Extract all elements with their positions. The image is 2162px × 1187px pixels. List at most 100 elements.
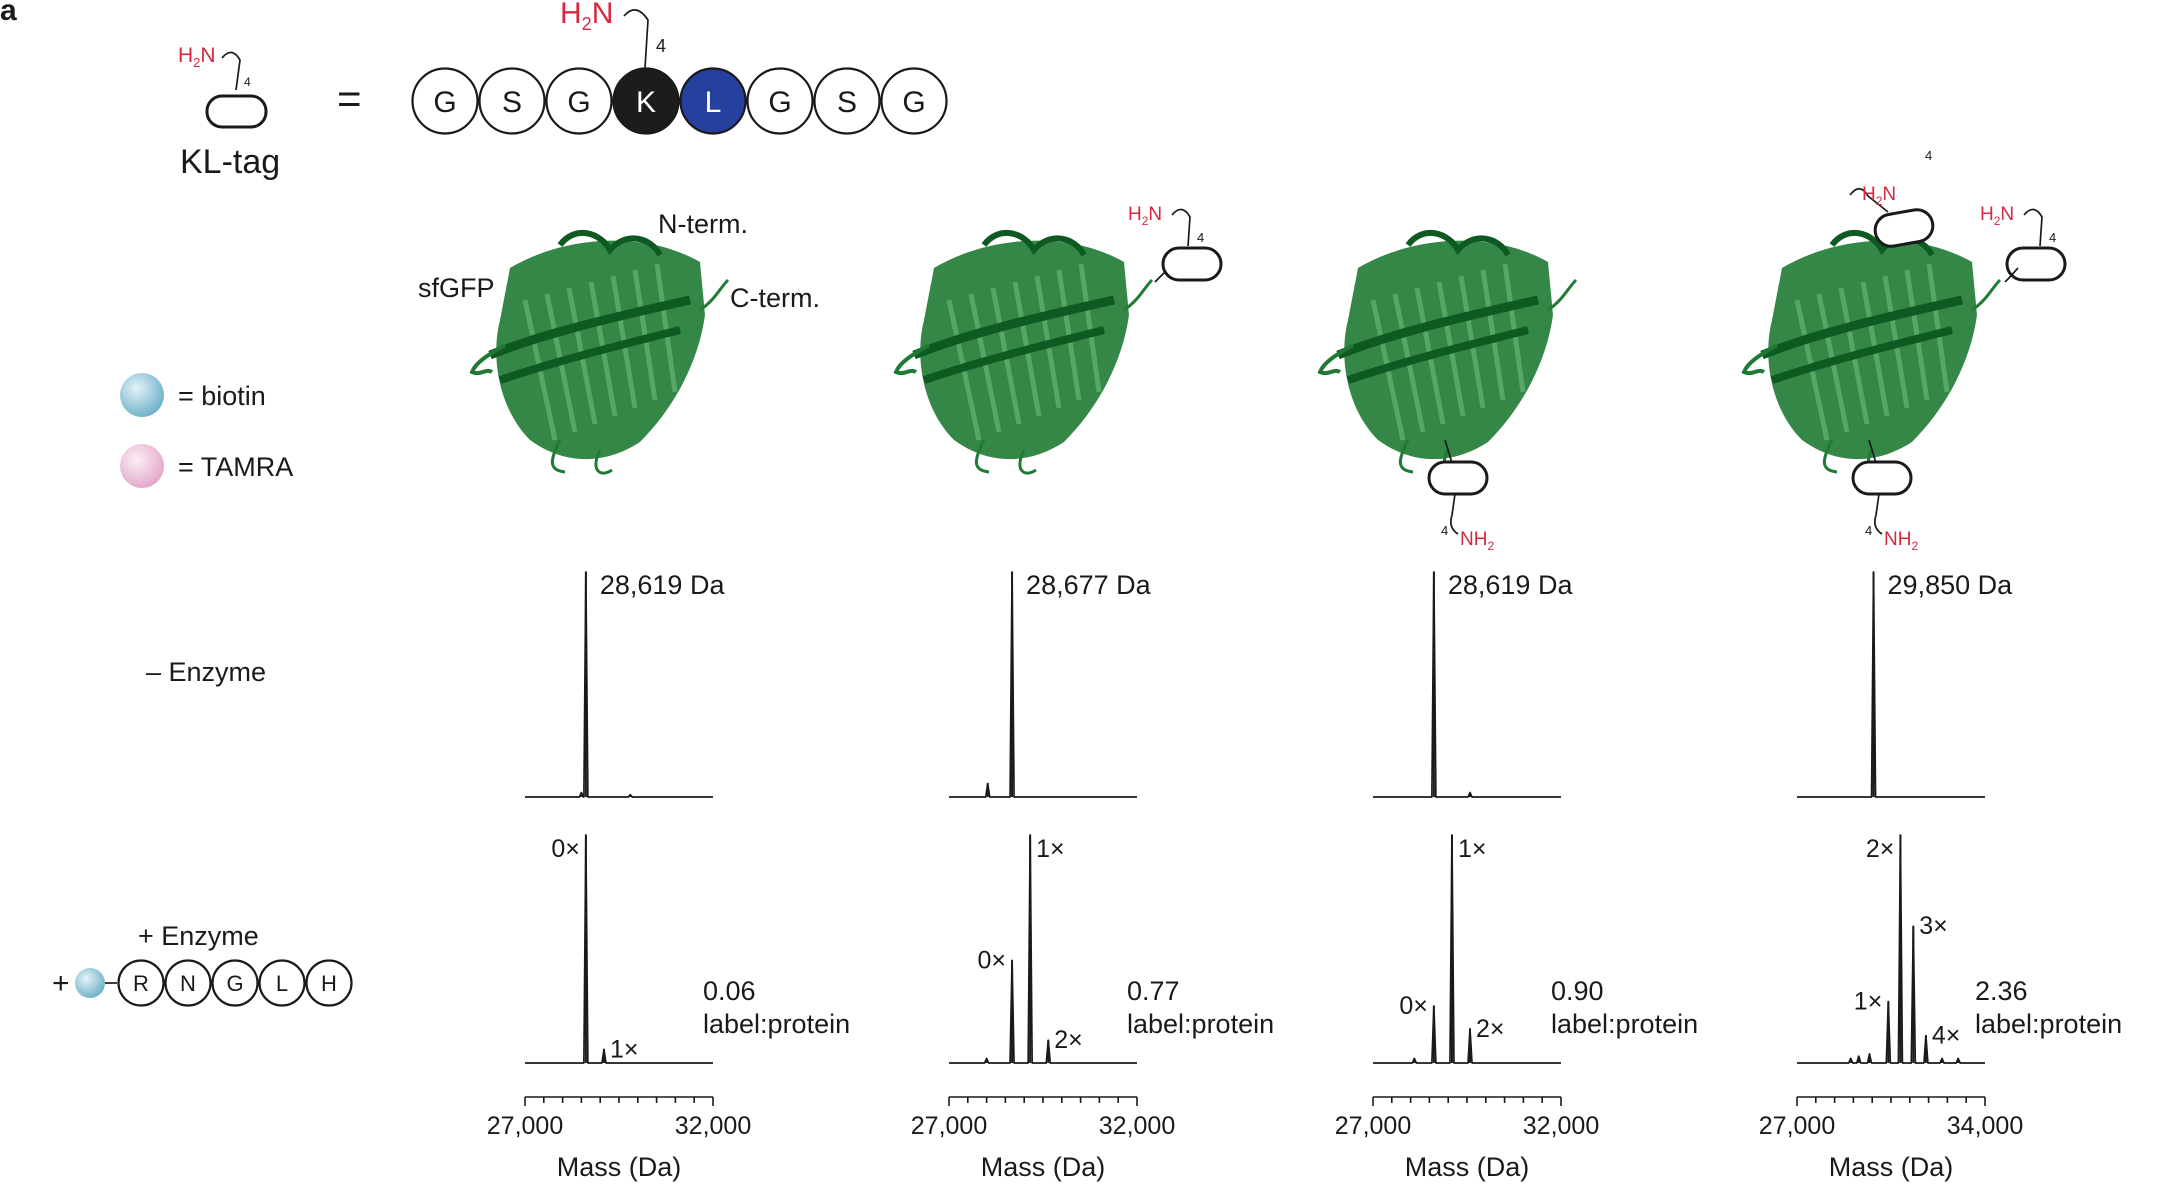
spectrum-panel-4: 29,850 Da bbox=[1797, 570, 2014, 798]
residue-g-6: G bbox=[746, 67, 814, 135]
biotin-label: = biotin bbox=[178, 381, 266, 411]
x-tick-label: 27,000 bbox=[487, 1112, 563, 1140]
panel-label: a bbox=[0, 0, 17, 27]
spectrum-trace bbox=[525, 834, 713, 1064]
kl-tag-icon bbox=[2005, 246, 2067, 282]
label-ratio-unit: label:protein bbox=[1551, 1009, 1698, 1039]
sfgfp-structure-4 bbox=[1741, 229, 2002, 475]
spectrum-trace bbox=[949, 571, 1137, 798]
substrate-residue-r: R bbox=[117, 959, 165, 1007]
residue-g-1: G bbox=[411, 67, 479, 135]
residue-g-8: G bbox=[880, 67, 948, 135]
peak-label: 3× bbox=[1919, 912, 1948, 940]
plus-sign: + bbox=[52, 967, 70, 1000]
substrate-letter: L bbox=[276, 971, 288, 996]
mass-spectra: 28,619 Da 28,677 Da 28,619 Da 29,850 Da 0× 1×… bbox=[487, 570, 2122, 1182]
chain-subscript: 4 bbox=[1925, 148, 1932, 163]
x-tick-label: 27,000 bbox=[1759, 1112, 1835, 1140]
label-ratio: 2.36 bbox=[1975, 976, 2028, 1006]
peak-label: 0× bbox=[551, 835, 580, 863]
x-tick-label: 32,000 bbox=[1523, 1112, 1599, 1140]
residue-k-4: K bbox=[612, 67, 680, 135]
peak-label: 1× bbox=[1458, 835, 1487, 863]
peak-label: 4× bbox=[1932, 1022, 1961, 1050]
mass-annotation: 28,619 Da bbox=[600, 570, 726, 600]
mass-annotation: 28,619 Da bbox=[1448, 570, 1574, 600]
spectrum-panel-1: 28,619 Da bbox=[525, 570, 726, 798]
label-ratio: 0.90 bbox=[1551, 976, 1604, 1006]
kl-tag-icon bbox=[1851, 460, 1913, 496]
substrate-letter: R bbox=[133, 971, 149, 996]
peak-label: 0× bbox=[1399, 992, 1428, 1020]
minus-enzyme-label: – Enzyme bbox=[146, 657, 266, 687]
substrate-residue-n: N bbox=[164, 959, 212, 1007]
spectrum-panel-2: 28,677 Da bbox=[949, 570, 1152, 798]
substrate-letter: N bbox=[180, 971, 196, 996]
chain-subscript: 4 bbox=[1441, 523, 1448, 538]
residue-letter: S bbox=[502, 86, 522, 119]
peak-label: 2× bbox=[1476, 1015, 1505, 1043]
peak-label: 2× bbox=[1054, 1026, 1083, 1054]
legend: = biotin = TAMRA bbox=[120, 373, 293, 488]
spectrum-trace bbox=[1373, 834, 1561, 1064]
kl-tag-icon bbox=[1161, 246, 1223, 282]
x-axis-label: Mass (Da) bbox=[1405, 1152, 1530, 1182]
residue-letter: G bbox=[768, 86, 791, 119]
n-term-label: N-term. bbox=[658, 209, 748, 239]
amine-label: NH2 bbox=[1884, 529, 1918, 553]
spectrum-trace bbox=[525, 571, 713, 798]
x-tick-label: 27,000 bbox=[1335, 1112, 1411, 1140]
label-ratio: 0.77 bbox=[1127, 976, 1180, 1006]
tamra-label: = TAMRA bbox=[178, 452, 293, 482]
lysine-amine-label: H2N bbox=[560, 0, 613, 34]
kl-tag-amine-label: H2N bbox=[178, 44, 216, 70]
amine-label: H2N bbox=[1862, 184, 1896, 208]
label-ratio-unit: label:protein bbox=[1975, 1009, 2122, 1039]
x-tick-label: 32,000 bbox=[1099, 1112, 1175, 1140]
x-tick-label: 34,000 bbox=[1947, 1112, 2023, 1140]
kl-tag-definition: H2N 4 KL-tag = G S G K L G S G H2N 4 bbox=[178, 0, 948, 181]
peak-label: 1× bbox=[1036, 835, 1065, 863]
residue-s-7: S bbox=[813, 67, 881, 135]
substrate-residue-g: G bbox=[211, 959, 259, 1007]
label-ratio-unit: label:protein bbox=[1127, 1009, 1274, 1039]
mass-annotation: 29,850 Da bbox=[1888, 570, 2014, 600]
svg-text:4: 4 bbox=[244, 75, 251, 89]
chain-subscript: 4 bbox=[2049, 230, 2056, 245]
sfgfp-structure-2 bbox=[893, 229, 1154, 475]
spectrum-panel-3: 28,619 Da bbox=[1373, 570, 1574, 798]
amine-label: NH2 bbox=[1460, 529, 1494, 553]
kl-tag-icon bbox=[1427, 460, 1489, 496]
amine-label: H2N bbox=[1128, 204, 1162, 228]
peak-label: 1× bbox=[1854, 987, 1883, 1015]
protein-structures: H2N 4 4 NH2 H2N 4 H2N 4 4 NH2 bbox=[469, 148, 2067, 553]
x-axis-label: Mass (Da) bbox=[981, 1152, 1106, 1182]
peak-label: 2× bbox=[1866, 835, 1895, 863]
peak-label: 0× bbox=[978, 946, 1007, 974]
lysine-side-chain: H2N 4 bbox=[560, 0, 666, 69]
peak-label: 1× bbox=[610, 1035, 639, 1063]
residue-letter: L bbox=[705, 86, 722, 119]
substrate-residue-l: L bbox=[258, 959, 306, 1007]
substrate-letter: G bbox=[226, 971, 243, 996]
residue-letter: G bbox=[433, 86, 456, 119]
x-tick-label: 32,000 bbox=[675, 1112, 751, 1140]
plus-enzyme-label: + Enzyme bbox=[138, 921, 259, 951]
kl-tag-icon bbox=[1873, 208, 1935, 248]
spectrum-trace bbox=[1373, 571, 1561, 798]
spectrum-trace bbox=[1797, 571, 1985, 798]
substrate-peptide: + R N G L H bbox=[52, 959, 353, 1007]
residue-letter: S bbox=[837, 86, 857, 119]
equals-sign: = bbox=[337, 75, 362, 122]
chain-subscript: 4 bbox=[1197, 230, 1204, 245]
x-axis-label: Mass (Da) bbox=[1829, 1152, 1954, 1182]
c-term-label: C-term. bbox=[730, 283, 820, 313]
substrate-residue-h: H bbox=[305, 959, 353, 1007]
residue-letter: G bbox=[902, 86, 925, 119]
amine-label: H2N bbox=[1980, 204, 2014, 228]
residue-g-3: G bbox=[545, 67, 613, 135]
